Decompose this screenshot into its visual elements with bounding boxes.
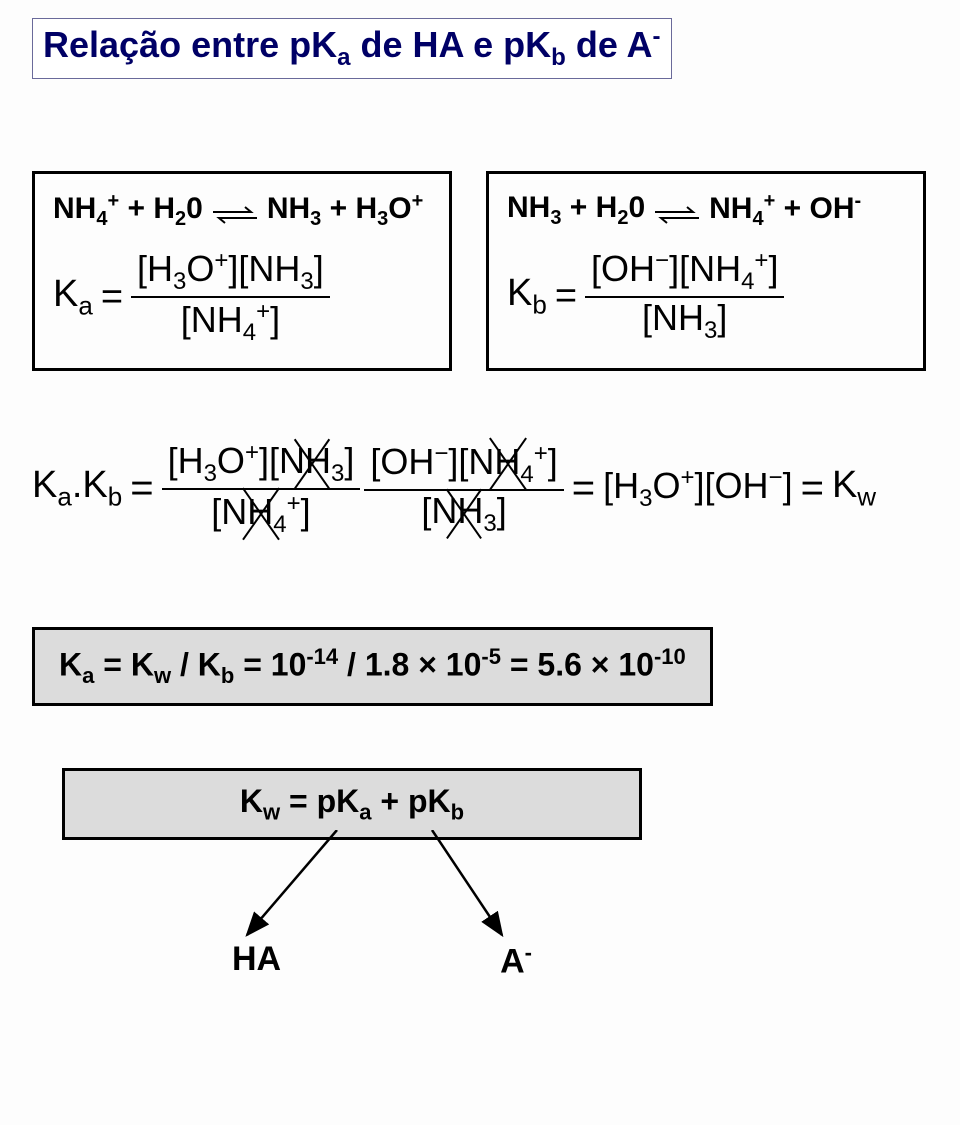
slide-title: Relação entre pKa de HA e pKb de A- [32,18,672,79]
equals-sign: = [555,275,577,318]
prod-f1-den: [NH4+] [205,492,316,537]
reaction-row: NH4+ + H20 NH3 + H3O+ Ka = [H3O+][NH3] [32,171,928,370]
prod-f2-num: [OH−][NH4+] [364,442,563,487]
reaction-left-rhs: NH3 + H3O+ [267,190,423,231]
bottom-species-labels: HA A- [62,940,642,981]
conclusion-area-2: Kw = pKa + pKb HA A- [32,768,732,840]
ka-expression: Ka = [H3O+][NH3] [NH4+] [53,249,431,345]
kb-expression: Kb = [OH−][NH4+] [NH3] [507,249,905,343]
slide: Relação entre pKa de HA e pKb de A- NH4+… [0,0,960,1125]
equilibrium-arrow-icon [653,200,701,222]
reaction-left-line: NH4+ + H20 NH3 + H3O+ [53,190,431,231]
kb-label: Kb [507,272,547,321]
reaction-box-left: NH4+ + H20 NH3 + H3O+ Ka = [H3O+][NH3] [32,171,452,370]
reaction-right-line: NH3 + H20 NH4+ + OH- [507,190,905,231]
kb-numerator: [OH−][NH4+] [585,249,784,294]
product-fraction-2: [OH−][NH4+] [NH3] [364,442,563,536]
equals-sign: = [572,466,595,511]
label-HA: HA [232,940,281,981]
ka-label: Ka [53,273,93,322]
conclusion-box-1: Ka = Kw / Kb = 10-14 / 1.8 × 10-5 = 5.6 … [32,627,713,706]
product-fraction-1: [H3O+][NH3] [NH4+] [162,441,361,537]
ka-kb-label: Ka.Kb [32,464,122,513]
connector-arrows [62,830,642,950]
kb-denominator: [NH3] [636,300,733,343]
kw-label: Kw [832,464,876,513]
ka-numerator: [H3O+][NH3] [131,249,330,294]
prod-f1-num: [H3O+][NH3] [162,441,361,486]
ka-denominator: [NH4+] [175,300,286,345]
product-rhs: [H3O+][OH−] [603,464,792,513]
reaction-right-rhs: NH4+ + OH- [709,190,861,231]
reaction-box-right: NH3 + H20 NH4+ + OH- Kb = [OH−][NH4+] [486,171,926,370]
equilibrium-arrow-icon [211,200,259,222]
label-A-minus: A- [500,940,532,981]
equals-sign: = [801,466,824,511]
product-equation: Ka.Kb = [H3O+][NH3] [NH4+] [OH−][NH4+] [… [32,441,928,537]
prod-f2-den: [NH3] [415,493,512,536]
equals-sign: = [130,466,153,511]
equals-sign: = [101,276,123,319]
ka-fraction: [H3O+][NH3] [NH4+] [131,249,330,345]
reaction-right-lhs: NH3 + H20 [507,191,645,230]
reaction-left-lhs: NH4+ + H20 [53,190,203,231]
kb-fraction: [OH−][NH4+] [NH3] [585,249,784,343]
